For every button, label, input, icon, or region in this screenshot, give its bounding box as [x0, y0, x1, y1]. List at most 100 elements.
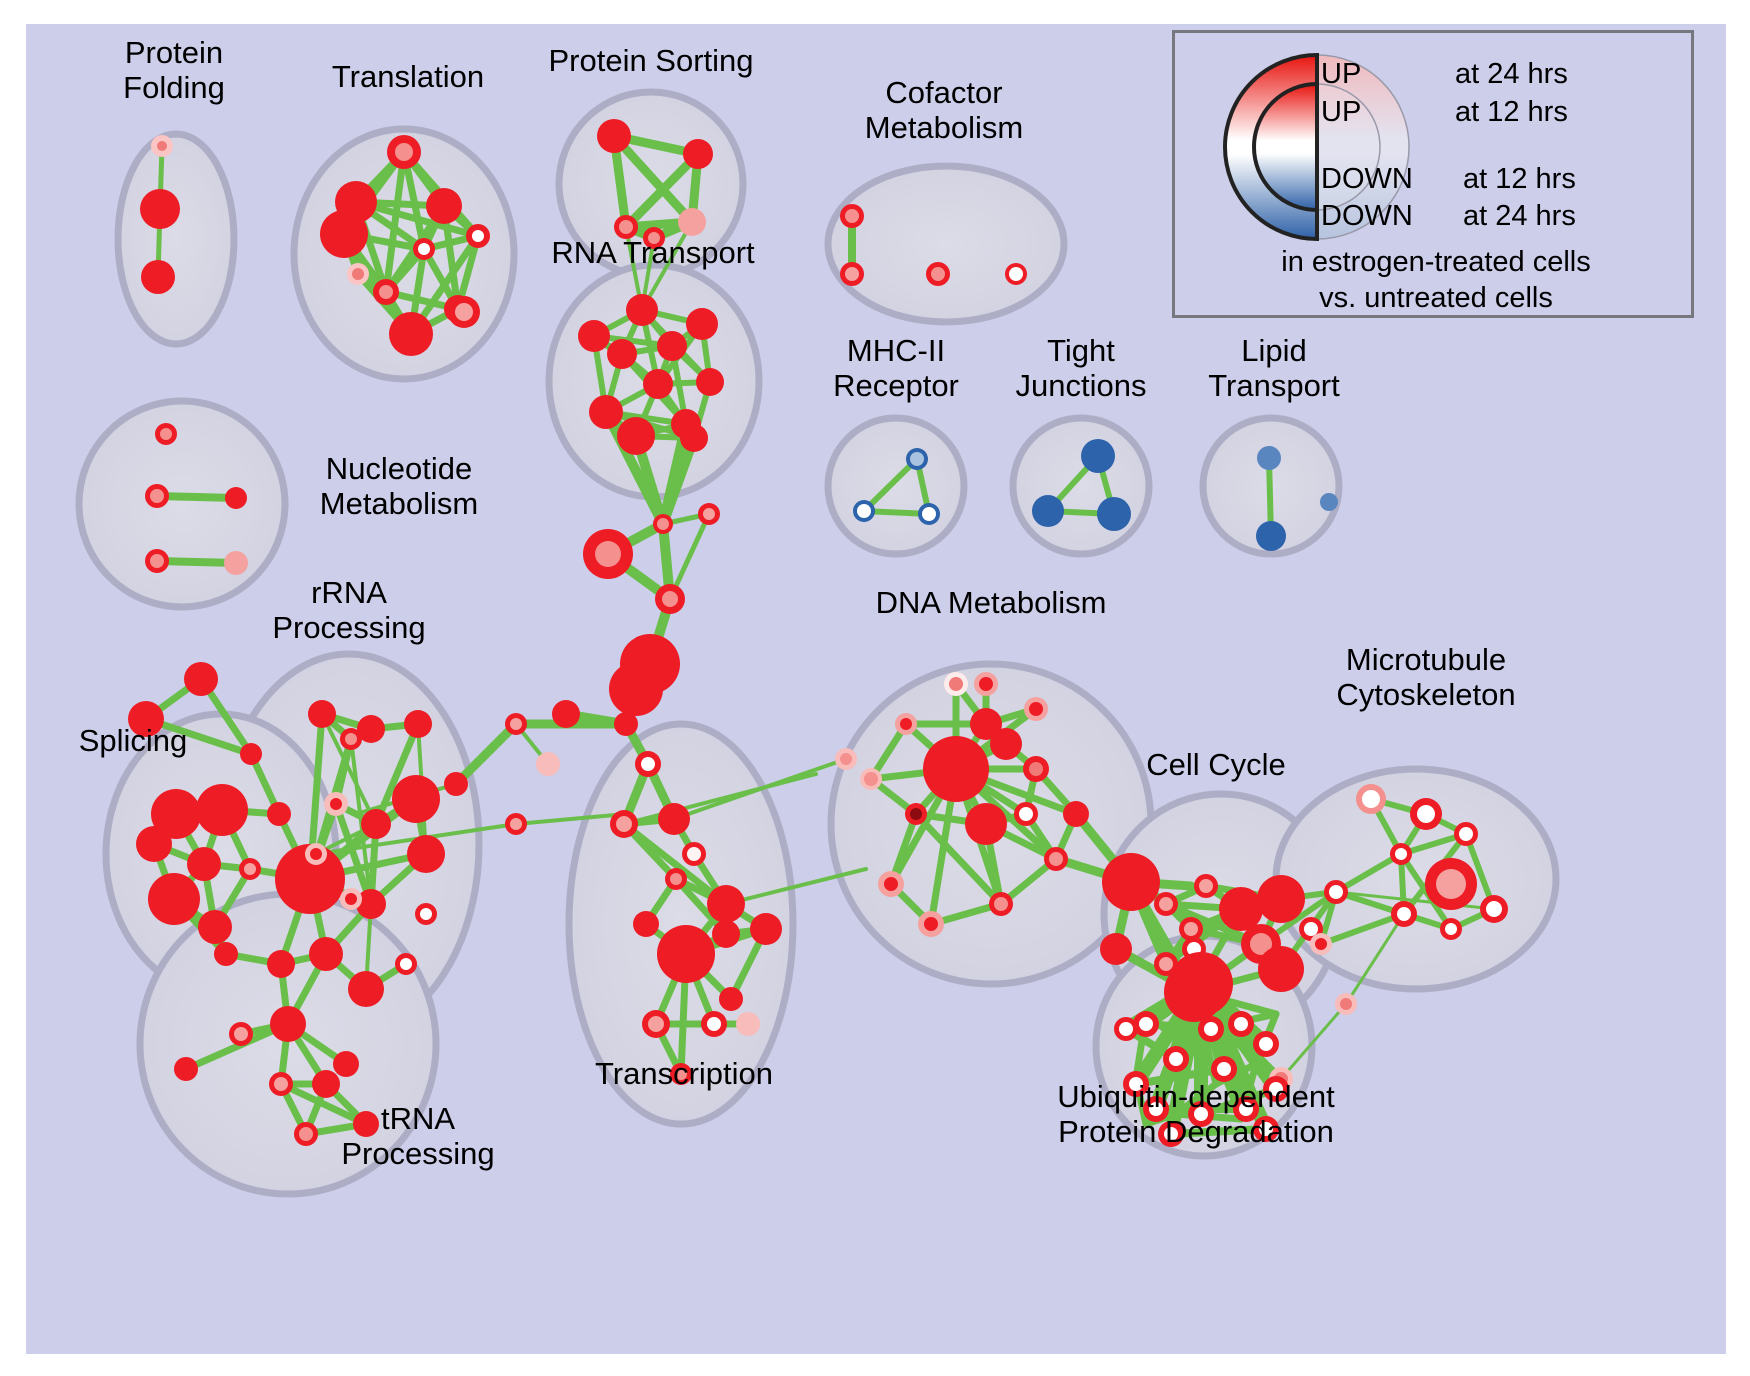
- node: [990, 728, 1022, 760]
- node: [324, 792, 348, 816]
- node: [151, 135, 173, 157]
- node: [970, 708, 1002, 740]
- node: [320, 210, 368, 258]
- node: [707, 885, 745, 923]
- label-translation: Translation: [331, 59, 485, 94]
- node: [1123, 1071, 1149, 1097]
- node: [944, 672, 968, 696]
- node: [1023, 756, 1049, 782]
- node: [1114, 1017, 1138, 1041]
- node: [1320, 493, 1338, 511]
- network-graph: [75, 88, 1560, 1198]
- node: [974, 672, 998, 696]
- node: [415, 903, 437, 925]
- node: [340, 888, 362, 910]
- node: [1081, 439, 1115, 473]
- node: [1102, 853, 1160, 911]
- node: [1100, 933, 1132, 965]
- label-microtubule: Microtubule Cytoskeleton: [1336, 642, 1516, 712]
- legend-caption-line2: vs. untreated cells: [1319, 282, 1553, 314]
- node: [1169, 952, 1233, 1016]
- node: [145, 484, 169, 508]
- label-tight-junctions: Tight Junctions: [1015, 333, 1147, 403]
- node: [1390, 843, 1412, 865]
- node: [665, 868, 687, 890]
- legend-caption-line1: in estrogen-treated cells: [1281, 246, 1591, 278]
- network-canvas: Protein Folding Translation Protein Sort…: [26, 24, 1726, 1354]
- node: [1133, 1011, 1159, 1037]
- node: [340, 728, 362, 750]
- node: [583, 529, 633, 579]
- node: [1356, 784, 1386, 814]
- legend-inner-left-half: [1252, 81, 1319, 213]
- node: [1440, 918, 1462, 940]
- node: [141, 260, 175, 294]
- legend-time-2: at 12 hrs: [1463, 163, 1576, 195]
- node: [719, 987, 743, 1011]
- node: [840, 204, 864, 228]
- node: [643, 369, 673, 399]
- label-mhc-ii-receptor: MHC-II Receptor: [833, 333, 959, 403]
- node: [448, 296, 480, 328]
- node: [373, 279, 399, 305]
- node: [696, 368, 724, 396]
- node: [353, 1111, 379, 1137]
- node: [609, 662, 663, 716]
- node: [356, 889, 386, 919]
- node: [853, 500, 875, 522]
- node: [145, 549, 169, 573]
- node: [1310, 933, 1332, 955]
- node: [196, 784, 248, 836]
- node: [1425, 858, 1477, 910]
- node: [635, 751, 661, 777]
- node: [626, 294, 658, 326]
- node: [923, 736, 989, 802]
- node: [1063, 801, 1089, 827]
- node: [614, 215, 638, 239]
- node: [653, 514, 673, 534]
- node: [357, 715, 385, 743]
- node: [1324, 880, 1348, 904]
- label-protein-folding: Protein Folding: [123, 35, 225, 105]
- label-transcription: Transcription: [594, 1056, 774, 1091]
- node: [148, 873, 200, 925]
- node: [1253, 1116, 1279, 1142]
- node: [965, 803, 1007, 845]
- node: [701, 1011, 727, 1037]
- node: [1257, 875, 1305, 923]
- legend-dir-2: DOWN: [1321, 163, 1413, 195]
- label-rna-transport: RNA Transport: [551, 235, 755, 270]
- node: [407, 835, 445, 873]
- label-lipid-transport: Lipid Transport: [1208, 333, 1340, 403]
- node: [224, 551, 248, 575]
- node: [686, 308, 718, 340]
- node: [174, 1057, 198, 1081]
- node: [312, 1070, 340, 1098]
- node: [404, 710, 432, 738]
- node: [1335, 993, 1357, 1015]
- node: [1256, 521, 1286, 551]
- node: [136, 826, 172, 862]
- node: [267, 802, 291, 826]
- node: [240, 743, 262, 765]
- blob-protein-folding: [114, 130, 238, 348]
- node: [918, 911, 944, 937]
- node: [1257, 446, 1281, 470]
- legend-box: UP at 24 hrs UP at 12 hrs DOWN at 12 hrs…: [1172, 30, 1694, 318]
- node: [505, 813, 527, 835]
- legend-time-3: at 24 hrs: [1463, 200, 1576, 232]
- node: [1391, 901, 1417, 927]
- node: [895, 713, 917, 735]
- node: [1233, 1096, 1259, 1122]
- node: [505, 713, 527, 735]
- node: [309, 937, 343, 971]
- node: [198, 910, 232, 944]
- node: [1179, 917, 1203, 941]
- legend-dir-1: UP: [1321, 96, 1362, 128]
- node: [348, 971, 384, 1007]
- node: [128, 701, 164, 737]
- node: [683, 139, 713, 169]
- node: [840, 262, 864, 286]
- node: [552, 700, 580, 728]
